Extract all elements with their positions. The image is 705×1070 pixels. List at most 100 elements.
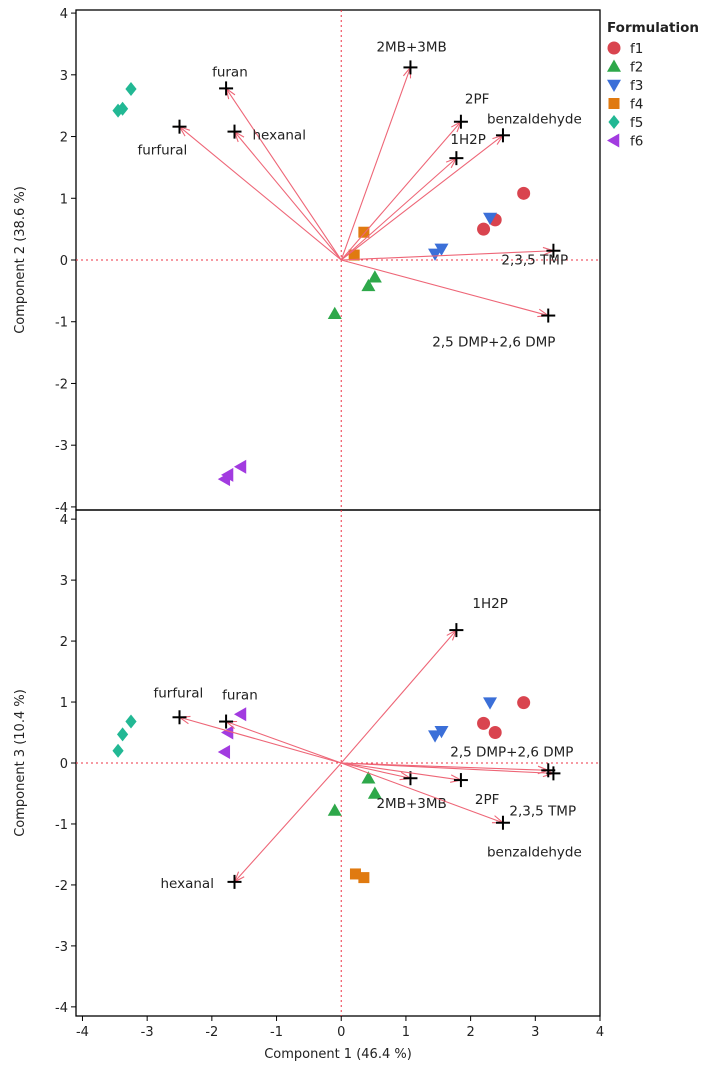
- data-point-f5: [116, 727, 129, 742]
- x-axis-label: Component 1 (46.4 %): [264, 1047, 412, 1062]
- loading-label: 1H2P: [450, 132, 485, 148]
- data-point-f1: [517, 696, 531, 710]
- data-point-f6: [221, 467, 234, 482]
- loading-arrow: [341, 762, 549, 771]
- loading-arrow: [341, 762, 461, 781]
- legend-marker-f2: [607, 59, 621, 72]
- loading-label: hexanal: [160, 876, 213, 892]
- loading-arrow: [225, 88, 342, 261]
- loading-1H2P: 1H2P: [340, 132, 486, 261]
- data-point-f1: [488, 726, 502, 740]
- series-f5: [112, 82, 137, 118]
- legend-label-f5: f5: [630, 115, 643, 131]
- loading-arrow: [179, 716, 342, 764]
- loading-arrow: [340, 157, 457, 261]
- legend-item-f4: f4: [608, 97, 643, 113]
- data-point-f2: [361, 278, 376, 292]
- x-tick-label: 2: [466, 1025, 474, 1040]
- legend-label-f6: f6: [630, 134, 643, 150]
- y-tick-label: -4: [55, 1001, 68, 1016]
- y-tick-label: -3: [55, 439, 68, 454]
- loading-label: 2,3,5 TMP: [509, 803, 576, 819]
- x-tick-label: 4: [596, 1025, 604, 1040]
- loading-arrow: [179, 126, 342, 261]
- loading-label: 2,3,5 TMP: [501, 253, 568, 269]
- series-f2: [327, 270, 382, 319]
- loading-arrow: [341, 250, 554, 261]
- y-tick-label: -4: [55, 501, 68, 516]
- legend-marker-f1: [607, 41, 621, 55]
- y-tick-label: -2: [55, 879, 68, 894]
- series-f4: [348, 226, 370, 261]
- y-tick-label: -1: [55, 316, 68, 331]
- legend-item-f6: f6: [607, 133, 643, 150]
- loading-label: furan: [222, 688, 258, 704]
- loading-hexanal: hexanal: [227, 124, 342, 261]
- loading-arrow: [340, 121, 462, 261]
- data-point-f3: [434, 243, 449, 256]
- data-point-f3: [434, 726, 449, 739]
- data-point-f6: [233, 707, 247, 722]
- x-tick-label: -1: [270, 1025, 283, 1040]
- legend-marker-f4: [608, 98, 620, 109]
- data-point-f3: [483, 212, 498, 226]
- panel-1: -4 -3 -2 -1 0 1 2 3 4 Component 2 (38.6 %) furan fu…: [13, 7, 601, 516]
- series-f5: [112, 714, 137, 758]
- loading-2PF: 2PF: [340, 92, 489, 261]
- loading-benzaldehyde: benzaldehyde: [340, 111, 582, 261]
- loading-label: 1H2P: [472, 596, 507, 612]
- loading-arrow: [341, 259, 549, 317]
- loading-2,5 DMP+2,6 DMP: 2,5 DMP+2,6 DMP: [341, 744, 573, 778]
- loading-label: 2PF: [475, 792, 500, 808]
- series-f4: [349, 868, 370, 884]
- legend-marker-f3: [607, 79, 621, 92]
- panel-2: -4 -3 -2 -1 0 1 2 3 4 -4 -3 -2 -1 0 1 2 3 4 Component 3 (1…: [13, 509, 604, 1062]
- data-point-f5: [112, 743, 124, 758]
- series-f1: [477, 186, 531, 236]
- legend: Formulation f1 f2 f3 f4 f5 f6: [607, 20, 699, 150]
- loading-label: benzaldehyde: [487, 845, 582, 861]
- data-point-f4: [349, 868, 361, 880]
- loading-2PF: 2PF: [341, 762, 500, 808]
- legend-label-f3: f3: [630, 78, 643, 94]
- loading-2MB+3MB: 2MB+3MB: [340, 39, 447, 261]
- loading-furan: furan: [212, 64, 342, 261]
- data-point-f5: [125, 82, 137, 97]
- y-axis-label: Component 3 (10.4 %): [13, 689, 28, 837]
- data-point-f2: [367, 270, 382, 283]
- series-f6: [217, 707, 247, 760]
- data-point-f6: [233, 459, 247, 474]
- loading-furfural: furfural: [138, 119, 342, 261]
- data-point-f3: [483, 697, 498, 710]
- data-point-f5: [116, 101, 129, 116]
- data-point-f1: [477, 222, 491, 236]
- loading-arrow: [340, 629, 457, 764]
- data-point-f3: [428, 730, 443, 743]
- x-tick-label: -3: [141, 1025, 154, 1040]
- data-point-f2: [327, 306, 342, 319]
- data-point-f2: [367, 786, 382, 799]
- loading-2MB+3MB: 2MB+3MB: [341, 762, 447, 812]
- y-tick-label: 3: [60, 69, 68, 84]
- data-point-f4: [358, 872, 370, 884]
- legend-item-f2: f2: [607, 59, 643, 76]
- y-axis-label: Component 2 (38.6 %): [13, 186, 28, 334]
- data-point-f1: [477, 716, 491, 730]
- loading-2,5 DMP+2,6 DMP: 2,5 DMP+2,6 DMP: [341, 259, 555, 351]
- loading-arrow: [341, 762, 411, 779]
- series-f3: [428, 697, 498, 743]
- legend-label-f1: f1: [630, 41, 643, 57]
- data-point-f6: [221, 725, 234, 740]
- y-tick-label: 0: [60, 757, 68, 772]
- loading-label: furfural: [154, 685, 204, 701]
- legend-marker-f5: [608, 115, 620, 129]
- data-point-f5: [125, 714, 137, 729]
- loading-label: furan: [212, 64, 248, 80]
- loading-1H2P: 1H2P: [340, 596, 508, 764]
- loading-furfural: furfural: [154, 685, 342, 764]
- y-tick-label: -2: [55, 377, 68, 392]
- loading-arrowhead: [225, 87, 236, 100]
- data-point-f3: [428, 248, 443, 261]
- y-tick-label: -3: [55, 940, 68, 955]
